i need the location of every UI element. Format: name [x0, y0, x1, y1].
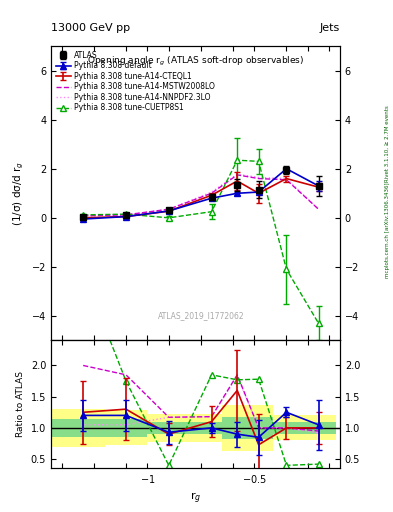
Text: Rivet 3.1.10, ≥ 2.7M events: Rivet 3.1.10, ≥ 2.7M events: [385, 105, 389, 182]
X-axis label: r$_g$: r$_g$: [190, 491, 201, 506]
Text: 13000 GeV pp: 13000 GeV pp: [51, 23, 130, 33]
Pythia 8.308 tune-A14-MSTW2008LO: [166, 206, 171, 212]
Pythia 8.308 tune-A14-NNPDF2.3LO: [81, 213, 86, 219]
Pythia 8.308 tune-CUETP8S1: [256, 158, 261, 164]
Bar: [303, 415, 336, 440]
Pythia 8.308 tune-A14-MSTW2008LO: [284, 177, 289, 183]
Bar: [248, 405, 273, 451]
Text: Opening angle r$_g$ (ATLAS soft-drop observables): Opening angle r$_g$ (ATLAS soft-drop obs…: [87, 55, 304, 68]
Bar: [190, 422, 222, 434]
Text: ATLAS_2019_I1772062: ATLAS_2019_I1772062: [158, 311, 244, 320]
Bar: [303, 422, 336, 434]
Pythia 8.308 tune-A14-MSTW2008LO: [256, 176, 261, 182]
Pythia 8.308 tune-A14-NNPDF2.3LO: [256, 174, 261, 180]
Pythia 8.308 tune-CUETP8S1: [209, 208, 214, 215]
Bar: [222, 417, 248, 439]
Pythia 8.308 tune-A14-MSTW2008LO: [209, 190, 214, 196]
Legend: ATLAS, Pythia 8.308 default, Pythia 8.308 tune-A14-CTEQL1, Pythia 8.308 tune-A14: ATLAS, Pythia 8.308 default, Pythia 8.30…: [53, 48, 218, 115]
Bar: [105, 419, 147, 437]
Bar: [273, 422, 303, 434]
Pythia 8.308 tune-A14-NNPDF2.3LO: [316, 206, 321, 212]
Text: Jets: Jets: [320, 23, 340, 33]
Bar: [105, 411, 147, 445]
Pythia 8.308 tune-CUETP8S1: [316, 320, 321, 326]
Text: mcplots.cern.ch [arXiv:1306.3436]: mcplots.cern.ch [arXiv:1306.3436]: [385, 183, 389, 278]
Bar: [51, 418, 105, 437]
Y-axis label: (1/σ) dσ/d r$_g$: (1/σ) dσ/d r$_g$: [12, 161, 26, 226]
Pythia 8.308 tune-A14-MSTW2008LO: [316, 206, 321, 212]
Pythia 8.308 tune-CUETP8S1: [284, 266, 289, 272]
Bar: [273, 415, 303, 440]
Pythia 8.308 tune-A14-NNPDF2.3LO: [235, 171, 240, 177]
Pythia 8.308 tune-CUETP8S1: [124, 211, 129, 217]
Bar: [147, 422, 190, 434]
Pythia 8.308 tune-A14-NNPDF2.3LO: [124, 212, 129, 218]
Pythia 8.308 tune-CUETP8S1: [81, 212, 86, 218]
Pythia 8.308 tune-A14-MSTW2008LO: [81, 213, 86, 219]
Bar: [147, 414, 190, 442]
Bar: [222, 405, 248, 451]
Bar: [248, 417, 273, 439]
Line: Pythia 8.308 tune-A14-MSTW2008LO: Pythia 8.308 tune-A14-MSTW2008LO: [83, 175, 319, 216]
Line: Pythia 8.308 tune-CUETP8S1: Pythia 8.308 tune-CUETP8S1: [81, 157, 321, 326]
Pythia 8.308 tune-A14-NNPDF2.3LO: [209, 189, 214, 195]
Pythia 8.308 tune-A14-MSTW2008LO: [235, 172, 240, 178]
Pythia 8.308 tune-A14-NNPDF2.3LO: [166, 206, 171, 212]
Pythia 8.308 tune-CUETP8S1: [235, 157, 240, 163]
Pythia 8.308 tune-A14-MSTW2008LO: [124, 212, 129, 218]
Pythia 8.308 tune-CUETP8S1: [166, 215, 171, 221]
Pythia 8.308 tune-A14-NNPDF2.3LO: [284, 176, 289, 182]
Bar: [190, 414, 222, 442]
Y-axis label: Ratio to ATLAS: Ratio to ATLAS: [16, 372, 25, 437]
Line: Pythia 8.308 tune-A14-NNPDF2.3LO: Pythia 8.308 tune-A14-NNPDF2.3LO: [83, 174, 319, 216]
Bar: [51, 409, 105, 446]
